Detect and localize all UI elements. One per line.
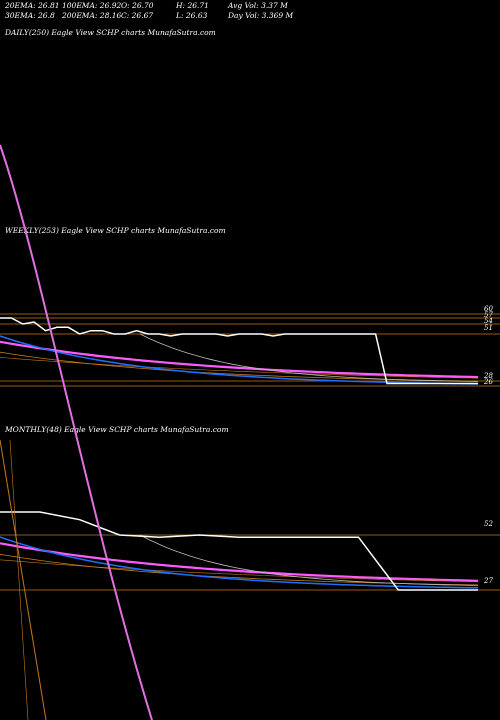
orange-diagonal-line bbox=[0, 439, 47, 720]
ema-fast-curve bbox=[139, 333, 479, 382]
tick-label: 60 bbox=[484, 305, 493, 313]
tick-label: 54 bbox=[484, 317, 493, 325]
tick-label: 52 bbox=[484, 520, 493, 528]
low-stat: L: 26.63 bbox=[176, 11, 208, 20]
ema20-stat: 20EMA: 26.81 bbox=[5, 1, 60, 10]
monthly-panel: 52 27 bbox=[0, 511, 500, 591]
ema-mid-curve bbox=[0, 542, 479, 582]
tick-label: 51 bbox=[484, 324, 493, 332]
ema100-stat: 100EMA: 26.92 bbox=[62, 1, 122, 10]
tick-label: 57 bbox=[484, 311, 493, 319]
price-line bbox=[0, 511, 478, 591]
ema200-stat: 200EMA: 28.16 bbox=[62, 11, 122, 20]
ema-fast-curve bbox=[139, 534, 479, 586]
close-stat: C: 26.67 bbox=[121, 11, 154, 20]
ema30-stat: 30EMA: 26.8 bbox=[5, 11, 55, 20]
daily-panel-label: DAILY(250) Eagle View SCHP charts Munafa… bbox=[5, 28, 216, 37]
price-line bbox=[0, 317, 478, 385]
high-stat: H: 26.71 bbox=[176, 1, 209, 10]
monthly-panel-label: MONTHLY(48) Eagle View SCHP charts Munaf… bbox=[5, 425, 229, 434]
day-vol-stat: Day Vol: 3.369 M bbox=[228, 11, 294, 20]
tick-label: 28 bbox=[483, 372, 493, 380]
avg-vol-stat: Avg Vol: 3.37 M bbox=[228, 1, 288, 10]
steep-line-overlay bbox=[0, 144, 153, 720]
orange-diagonal-line-2 bbox=[9, 439, 29, 720]
tick-label: 27 bbox=[483, 577, 493, 585]
steep-magenta-line bbox=[0, 144, 153, 720]
ema-long2-curve bbox=[0, 559, 479, 583]
ema-short-curve bbox=[0, 536, 479, 589]
ema-short-curve bbox=[0, 335, 479, 385]
tick-label: 26 bbox=[483, 378, 493, 386]
open-stat: O: 26.70 bbox=[121, 1, 154, 10]
ema-long2-curve bbox=[0, 357, 479, 379]
ema-mid-curve bbox=[0, 340, 479, 379]
weekly-panel-label: WEEKLY(253) Eagle View SCHP charts Munaf… bbox=[5, 226, 226, 235]
